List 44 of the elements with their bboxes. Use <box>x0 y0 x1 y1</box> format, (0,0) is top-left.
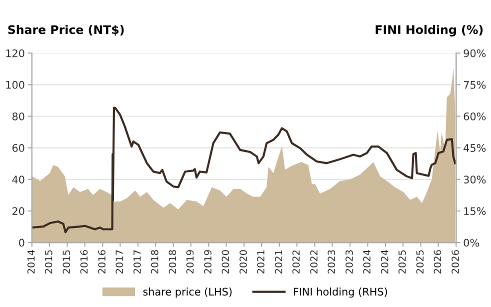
x-tick-label: 2014 <box>27 250 35 274</box>
y2-tick-label: 90% <box>464 49 486 58</box>
x-tick-label: 2024 <box>363 250 370 274</box>
x-tick-label: 2025 <box>398 250 406 274</box>
x-tick-label: 2026 <box>434 250 442 274</box>
x-tick-label: 2025 <box>416 250 424 274</box>
y-tick-label: 80 <box>12 112 24 120</box>
x-tick-label: 2016 <box>98 250 106 274</box>
y2-axis-title: FINI Holding (%) <box>376 24 483 36</box>
line-series <box>32 106 456 234</box>
x-tick-label: 2022 <box>292 250 300 274</box>
x-tick-label: 2026 <box>452 250 459 274</box>
x-tick-label: 2022 <box>310 250 318 274</box>
x-tick-label: 2018 <box>150 250 158 274</box>
y2-tick-label: 30% <box>464 176 486 184</box>
x-tick-label: 2020 <box>240 250 247 274</box>
y-tick-label: 20 <box>12 207 24 216</box>
x-tick-label: 2020 <box>222 250 230 274</box>
x-tick-label: 2019 <box>186 250 194 274</box>
y-tick-label: 0 <box>19 238 24 247</box>
x-tick-label: 2015 <box>62 250 70 274</box>
x-tick-label: 2021 <box>274 250 282 274</box>
y-axis-title: Share Price (NT$) <box>8 24 124 36</box>
x-tick-label: 2023 <box>328 250 336 274</box>
legend-label: share price (LHS) <box>143 288 232 298</box>
y-tick-label: 60 <box>12 144 24 152</box>
x-tick-label: 2015 <box>44 250 52 274</box>
x-tick-label: 2023 <box>346 250 353 274</box>
y2-tick-label: 15% <box>464 207 486 216</box>
x-tick-label: 2016 <box>80 250 88 274</box>
x-tick-label: 2019 <box>204 250 212 274</box>
y-tick-label: 40 <box>12 176 24 184</box>
legend-label: FINI holding (RHS) <box>294 288 387 298</box>
x-tick-label: 2018 <box>168 250 176 274</box>
y-tick-label: 100 <box>6 80 24 89</box>
y2-tick-label: 0% <box>464 238 480 247</box>
y2-tick-label: 45% <box>464 144 486 152</box>
y-tick-label: 120 <box>6 49 24 58</box>
x-tick-label: 2017 <box>133 250 141 274</box>
y2-tick-label: 60% <box>464 112 486 120</box>
y2-tick-label: 75% <box>464 80 486 89</box>
x-tick-label: 2024 <box>380 250 388 274</box>
x-tick-label: 2017 <box>116 250 124 274</box>
x-tick-label: 2021 <box>257 250 264 274</box>
